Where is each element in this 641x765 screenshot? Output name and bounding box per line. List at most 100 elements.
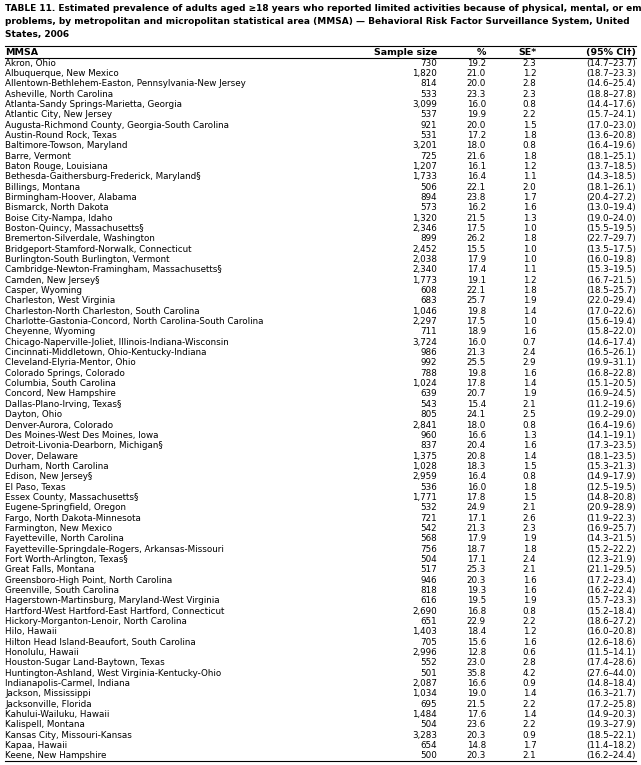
Text: 23.8: 23.8 [467,193,486,202]
Text: Hagerstown-Martinsburg, Maryland-West Virginia: Hagerstown-Martinsburg, Maryland-West Vi… [5,596,220,605]
Text: (15.6–19.4): (15.6–19.4) [587,317,636,326]
Text: 17.1: 17.1 [467,555,486,564]
Text: (22.7–29.7): (22.7–29.7) [587,234,636,243]
Text: Atlantic City, New Jersey: Atlantic City, New Jersey [5,110,112,119]
Text: (18.1–25.1): (18.1–25.1) [587,151,636,161]
Text: 22.9: 22.9 [467,617,486,626]
Text: 1.5: 1.5 [522,462,537,471]
Text: 24.1: 24.1 [467,410,486,419]
Text: (14.3–21.5): (14.3–21.5) [587,534,636,543]
Text: Sample size: Sample size [374,47,437,57]
Text: Atlanta-Sandy Springs-Marietta, Georgia: Atlanta-Sandy Springs-Marietta, Georgia [5,100,182,109]
Text: Akron, Ohio: Akron, Ohio [5,59,56,67]
Text: 1,820: 1,820 [412,69,437,78]
Text: 19.0: 19.0 [467,689,486,698]
Text: 730: 730 [420,59,437,67]
Text: 17.9: 17.9 [467,255,486,264]
Text: Greensboro-High Point, North Carolina: Greensboro-High Point, North Carolina [5,575,172,584]
Text: 17.5: 17.5 [467,224,486,233]
Text: 19.8: 19.8 [467,369,486,378]
Text: 16.2: 16.2 [467,203,486,213]
Text: 2,690: 2,690 [413,607,437,616]
Text: 921: 921 [420,121,437,130]
Text: Jackson, Mississippi: Jackson, Mississippi [5,689,90,698]
Text: (16.5–26.1): (16.5–26.1) [587,348,636,357]
Text: 537: 537 [420,110,437,119]
Text: (14.8–20.8): (14.8–20.8) [586,493,636,502]
Text: problems, by metropolitan and micropolitan statistical area (MMSA) — Behavioral : problems, by metropolitan and micropolit… [5,17,629,26]
Text: 1.8: 1.8 [522,545,537,554]
Text: (16.9–24.5): (16.9–24.5) [587,389,636,399]
Text: 18.3: 18.3 [467,462,486,471]
Text: (13.0–19.4): (13.0–19.4) [587,203,636,213]
Text: 2,038: 2,038 [412,255,437,264]
Text: 2.4: 2.4 [522,555,537,564]
Text: 1.8: 1.8 [522,131,537,140]
Text: (15.2–22.2): (15.2–22.2) [587,545,636,554]
Text: 899: 899 [420,234,437,243]
Text: 0.8: 0.8 [522,472,537,481]
Text: 16.6: 16.6 [467,431,486,440]
Text: 17.4: 17.4 [467,265,486,275]
Text: (22.0–29.4): (22.0–29.4) [587,297,636,305]
Text: (15.7–24.1): (15.7–24.1) [587,110,636,119]
Text: 26.2: 26.2 [467,234,486,243]
Text: 2.8: 2.8 [522,659,537,667]
Text: 639: 639 [420,389,437,399]
Text: Dallas-Plano-Irving, Texas§: Dallas-Plano-Irving, Texas§ [5,400,121,409]
Text: MMSA: MMSA [5,47,38,57]
Text: 25.7: 25.7 [467,297,486,305]
Text: (17.0–22.6): (17.0–22.6) [587,307,636,316]
Text: 2,346: 2,346 [413,224,437,233]
Text: 814: 814 [420,80,437,88]
Text: Durham, North Carolina: Durham, North Carolina [5,462,108,471]
Text: 517: 517 [420,565,437,575]
Text: (14.1–19.1): (14.1–19.1) [587,431,636,440]
Text: 19.8: 19.8 [467,307,486,316]
Text: 24.9: 24.9 [467,503,486,513]
Text: 0.8: 0.8 [522,100,537,109]
Text: 504: 504 [420,555,437,564]
Text: Bremerton-Silverdale, Washington: Bremerton-Silverdale, Washington [5,234,155,243]
Text: 946: 946 [420,575,437,584]
Text: 14.8: 14.8 [467,741,486,750]
Text: 0.8: 0.8 [522,421,537,429]
Text: 616: 616 [420,596,437,605]
Text: 756: 756 [420,545,437,554]
Text: 2.8: 2.8 [522,80,537,88]
Text: 3,201: 3,201 [412,142,437,151]
Text: 3,099: 3,099 [412,100,437,109]
Text: 12.8: 12.8 [467,648,486,657]
Text: 1.9: 1.9 [522,297,537,305]
Text: 1.3: 1.3 [522,213,537,223]
Text: 19.2: 19.2 [467,59,486,67]
Text: 654: 654 [420,741,437,750]
Text: Cambridge-Newton-Framingham, Massachusetts§: Cambridge-Newton-Framingham, Massachuset… [5,265,222,275]
Text: Baltimore-Towson, Maryland: Baltimore-Towson, Maryland [5,142,128,151]
Text: Kapaa, Hawaii: Kapaa, Hawaii [5,741,67,750]
Text: 16.0: 16.0 [467,100,486,109]
Text: (11.9–22.3): (11.9–22.3) [587,513,636,522]
Text: 19.3: 19.3 [467,586,486,595]
Text: 25.3: 25.3 [467,565,486,575]
Text: 2,841: 2,841 [413,421,437,429]
Text: 25.5: 25.5 [467,359,486,367]
Text: (15.5–19.5): (15.5–19.5) [586,224,636,233]
Text: 20.4: 20.4 [467,441,486,450]
Text: 15.4: 15.4 [467,400,486,409]
Text: Camden, New Jersey§: Camden, New Jersey§ [5,275,99,285]
Text: 0.6: 0.6 [522,648,537,657]
Text: 500: 500 [420,751,437,760]
Text: 705: 705 [420,637,437,646]
Text: 2.2: 2.2 [522,700,537,708]
Text: Fort Worth-Arlington, Texas§: Fort Worth-Arlington, Texas§ [5,555,128,564]
Text: 16.0: 16.0 [467,338,486,347]
Text: 15.5: 15.5 [467,245,486,254]
Text: 19.5: 19.5 [467,596,486,605]
Text: (12.6–18.6): (12.6–18.6) [587,637,636,646]
Text: 22.1: 22.1 [467,183,486,192]
Text: 2,959: 2,959 [413,472,437,481]
Text: Charleston, West Virginia: Charleston, West Virginia [5,297,115,305]
Text: (19.2–29.0): (19.2–29.0) [587,410,636,419]
Text: 536: 536 [420,483,437,492]
